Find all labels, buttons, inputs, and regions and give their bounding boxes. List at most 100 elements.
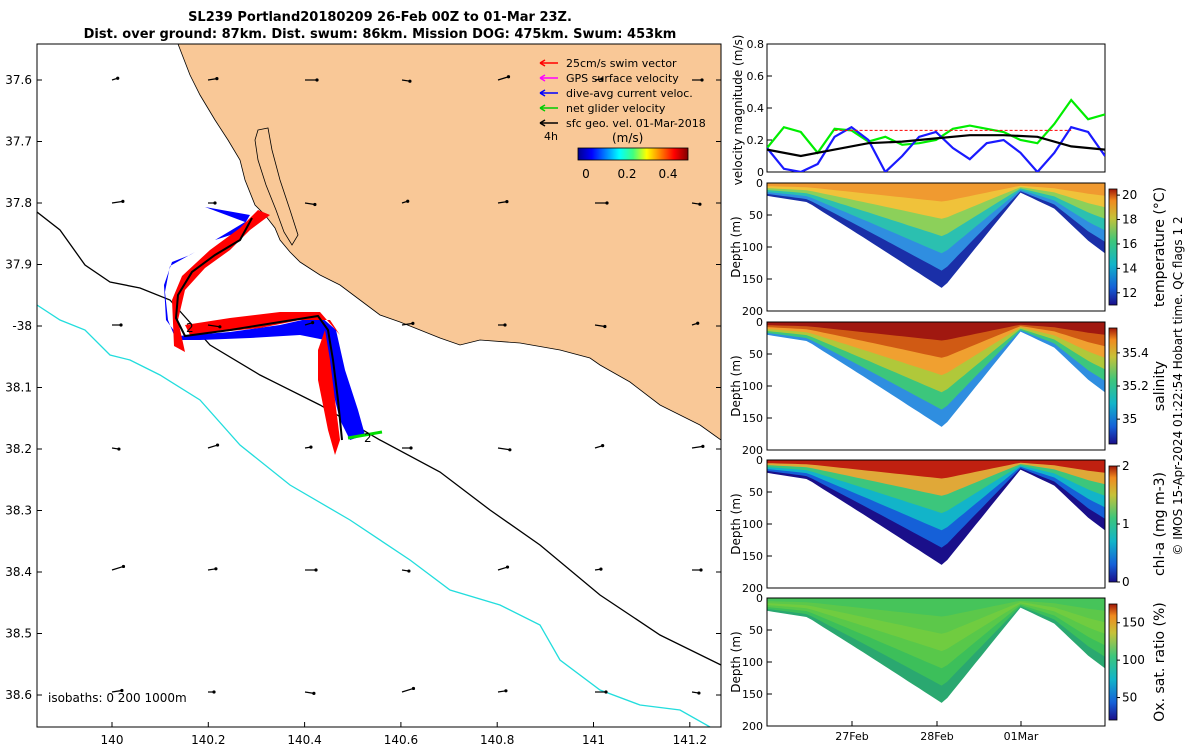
colorbar-tick-label: 16	[1122, 237, 1137, 251]
geo-arrow-head	[215, 77, 219, 81]
depth-tick-label: 50	[749, 486, 763, 499]
legend-arrowhead	[539, 104, 546, 112]
section-colorbar	[1108, 465, 1118, 583]
geo-arrow-head	[604, 690, 608, 694]
colorbar-tick-label: 18	[1122, 213, 1137, 227]
legend-entry: sfc geo. vel. 01-Mar-2018	[566, 117, 706, 130]
marker-2a: 2	[186, 321, 194, 335]
lat-tick-label: 38.1	[5, 381, 32, 395]
geo-arrow-head	[406, 199, 410, 203]
velocity-y-label: velocity magnitude (m/s)	[731, 35, 745, 186]
depth-tick-label: 100	[742, 380, 763, 393]
depth-axis-label: Depth (m)	[729, 631, 743, 692]
lon-tick-label: 141	[582, 733, 605, 747]
speed-colorbar-tick: 0.2	[617, 167, 636, 181]
velocity-tick-label: 0.4	[747, 102, 765, 115]
section-panel: 0 50 100 150 200 Depth (m) 0 1 2 chl-a (mg m-3)	[729, 454, 1168, 595]
geo-arrow-head	[600, 77, 604, 81]
geo-arrow-head	[508, 448, 512, 452]
geo-arrow-head	[218, 325, 222, 329]
geo-arrow	[497, 76, 509, 81]
lon-tick-label: 141.2	[673, 733, 707, 747]
geo-arrow-head	[506, 75, 511, 79]
geo-arrow	[207, 444, 218, 449]
geo-arrow-head	[120, 688, 124, 693]
geostrophic-velocity-field	[111, 75, 705, 695]
geo-arrow-head	[312, 691, 316, 695]
section-layer	[767, 598, 1105, 617]
colorbar-tick-label: 20	[1122, 188, 1137, 202]
colorbar-tick-label: 35.4	[1122, 346, 1149, 360]
colorbar-tick-label: 0	[1122, 575, 1130, 589]
velocity-panel: 0 0.2 0.4 0.6 0.8 velocity magnitude (m/s)	[731, 35, 1106, 186]
depth-tick-label: 150	[742, 412, 763, 425]
depth-axis-label: Depth (m)	[729, 216, 743, 277]
section-panel: 0 50 100 150 200 Depth (m) 12 14 16 18 20 temperatu…	[729, 177, 1168, 318]
depth-tick-label: 200	[742, 444, 763, 457]
geo-arrow-head	[119, 323, 123, 327]
geo-arrow	[304, 202, 315, 206]
depth-axis-label: Depth (m)	[729, 493, 743, 554]
geo-arrow-head	[700, 78, 704, 82]
depth-tick-label: 100	[742, 518, 763, 531]
legend-entry: dive-avg current veloc.	[566, 87, 693, 100]
geo-arrow-head	[505, 200, 509, 204]
island	[254, 127, 299, 246]
map-longitude-ticks: 140 140.2 140.4 140.6 140.8 141 141.2	[101, 722, 707, 747]
geo-arrow-head	[696, 321, 700, 325]
lon-tick-label: 140.8	[480, 733, 514, 747]
velocity-tick-label: 0.6	[747, 70, 765, 83]
velocity-series-line	[767, 98, 1105, 155]
lat-tick-label: 37.9	[5, 258, 32, 272]
land	[178, 44, 721, 440]
colorbar-tick-label: 100	[1122, 653, 1145, 667]
lat-tick-label: 38.4	[5, 565, 32, 579]
geo-arrow-head	[313, 202, 317, 207]
geo-arrow-head	[213, 201, 217, 205]
lat-tick-label: -38	[12, 319, 32, 333]
depth-tick-label: 100	[742, 241, 763, 254]
section-layer	[767, 183, 1105, 202]
geo-arrow-head	[503, 323, 507, 327]
map-title-line2: Dist. over ground: 87km. Dist. swum: 86k…	[84, 27, 677, 42]
speed-colorbar-ticks: 0 0.2 0.4	[582, 167, 677, 181]
depth-tick-label: 50	[749, 209, 763, 222]
velocity-series	[767, 98, 1105, 172]
velocity-tick-label: 0.8	[747, 38, 765, 51]
lat-tick-label: 38.6	[5, 688, 32, 702]
geo-arrow-head	[603, 324, 607, 329]
map-panel: 2 2 37.637.737.837.9-3838.138.238.338.43…	[5, 43, 722, 747]
time-tick-label: 01Mar	[1004, 730, 1039, 743]
geo-arrow-head	[699, 568, 703, 572]
geo-arrow	[594, 324, 605, 328]
geo-arrow-head	[698, 202, 702, 206]
lon-tick-label: 140	[101, 733, 124, 747]
map-latitude-ticks: 37.6 37.7 37.8 37.9 -38 38.1 38.2 38.3 38.4 38.5 3…	[5, 73, 721, 702]
velocity-series-line	[767, 125, 1105, 172]
section-colorbar	[1108, 603, 1118, 721]
colorbar-label: chl-a (mg m-3)	[1152, 472, 1168, 576]
colorbar-tick-label: 12	[1122, 286, 1137, 300]
lon-tick-label: 140.2	[191, 733, 225, 747]
legend-arrowhead	[539, 74, 546, 82]
geo-arrow-head	[309, 445, 313, 449]
geo-arrow	[691, 445, 703, 449]
geo-arrow-head	[411, 686, 416, 691]
section-colorbar	[1108, 188, 1118, 306]
depth-tick-label: 150	[742, 688, 763, 701]
time-tick-label: 28Feb	[920, 730, 953, 743]
current-vector-swath	[164, 207, 365, 440]
geo-arrow-head	[121, 199, 125, 203]
section-field	[767, 322, 1105, 427]
geo-arrow-head	[411, 321, 415, 325]
velocity-tick-label: 0.2	[747, 134, 765, 147]
map-title-line1: SL239 Portland20180209 26-Feb 00Z to 01-…	[188, 10, 572, 25]
lat-tick-label: 38.2	[5, 442, 32, 456]
geo-arrow	[111, 565, 124, 571]
legend-arrowhead	[539, 59, 546, 67]
colorbar-tick-label: 14	[1122, 261, 1137, 275]
isobath-200	[37, 211, 721, 666]
colorbar-tick-label: 1	[1122, 517, 1130, 531]
legend-entry: 25cm/s swim vector	[566, 57, 677, 70]
legend-entry: net glider velocity	[566, 102, 666, 115]
